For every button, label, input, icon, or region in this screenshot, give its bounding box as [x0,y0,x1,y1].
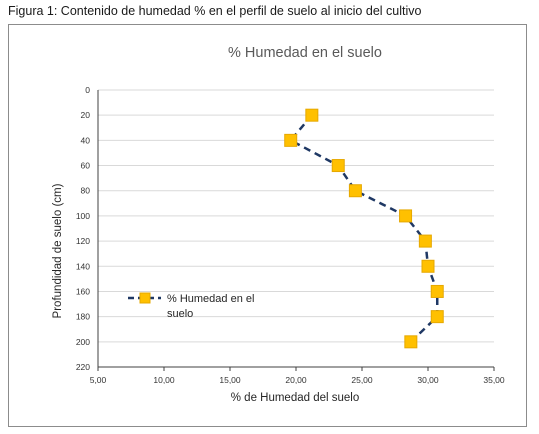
y-tick-label-80: 80 [81,186,91,196]
x-axis-title: % de Humedad del suelo [231,392,360,404]
data-point-80 [348,184,362,198]
data-point-20 [305,108,319,122]
chart-title: % Humedad en el suelo [228,45,382,61]
y-axis-title: Profundidad de suelo (cm) [52,183,64,318]
legend-marker-swatch [139,292,151,304]
figure-caption: Figura 1: Contenido de humedad % en el p… [8,4,422,18]
x-tick-label-30: 30,00 [417,375,439,385]
y-tick-label-40: 40 [81,135,91,145]
y-tick-label-140: 140 [76,261,90,271]
data-point-100 [399,209,413,223]
y-tick-label-20: 20 [81,110,91,120]
y-tick-label-100: 100 [76,211,90,221]
y-tick-label-220: 220 [76,362,90,372]
x-tick-label-35: 35,00 [483,375,505,385]
x-tick-label-20: 20,00 [285,375,307,385]
series-line [288,114,439,343]
legend: % Humedad en el suelo [128,292,254,320]
data-point-160 [430,284,444,298]
axes [97,90,495,371]
series-markers [284,108,444,349]
data-point-200 [404,335,418,349]
chart-frame: 0 20 40 60 80 100 120 140 160 180 200 220 5,00 10,00… [8,24,527,427]
data-point-140 [421,259,435,273]
legend-label-line2: suelo [167,308,193,320]
data-point-120 [418,234,432,248]
y-tick-label-160: 160 [76,286,90,296]
y-tick-label-60: 60 [81,161,91,171]
y-tick-label-120: 120 [76,236,90,246]
x-tick-labels: 5,00 10,00 15,00 20,00 25,00 30,00 35,00 [90,375,505,385]
legend-label-line1: % Humedad en el [167,293,254,305]
gridlines [98,89,494,343]
x-tick-label-5: 5,00 [90,375,107,385]
data-point-180 [430,310,444,324]
series-humedad [288,114,439,343]
y-tick-labels: 0 20 40 60 80 100 120 140 160 180 200 220 [76,85,90,372]
y-tick-label-180: 180 [76,312,90,322]
x-tick-label-10: 10,00 [153,375,175,385]
y-tick-label-200: 200 [76,337,90,347]
x-tick-label-15: 15,00 [219,375,241,385]
chart-svg: 0 20 40 60 80 100 120 140 160 180 200 220 5,00 10,00… [52,45,505,404]
x-tick-label-25: 25,00 [351,375,373,385]
data-point-60 [331,159,345,173]
y-tick-label-0: 0 [85,85,90,95]
data-point-40 [284,133,298,147]
